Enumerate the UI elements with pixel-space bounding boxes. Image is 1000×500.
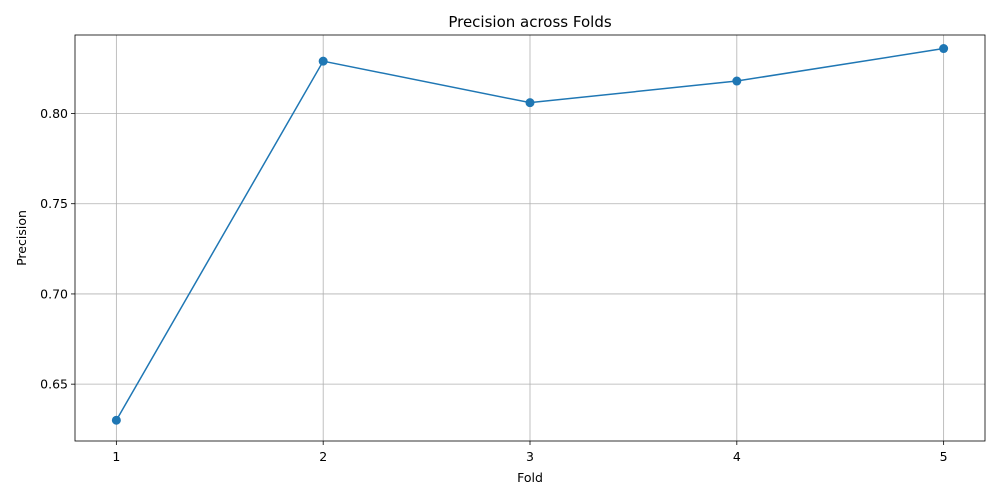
data-point bbox=[111, 415, 121, 425]
y-tick-label: 0.75 bbox=[40, 196, 68, 211]
y-tick-label: 0.80 bbox=[40, 106, 68, 121]
series-layer bbox=[111, 44, 949, 425]
x-tick-label: 2 bbox=[319, 449, 327, 464]
x-tick-label: 1 bbox=[112, 449, 120, 464]
axes: 1 2 3 4 5 0.65 0.70 0.75 0.80 bbox=[40, 34, 986, 464]
y-tick-label: 0.70 bbox=[40, 286, 68, 301]
y-axis-label: Precision bbox=[14, 210, 29, 266]
x-tick-label: 4 bbox=[733, 449, 741, 464]
x-tick-label: 3 bbox=[526, 449, 534, 464]
data-point bbox=[525, 98, 535, 108]
x-tick-label: 5 bbox=[940, 449, 948, 464]
plot-frame bbox=[74, 34, 986, 442]
data-point bbox=[732, 76, 742, 86]
y-tick-label: 0.65 bbox=[40, 377, 68, 392]
data-point bbox=[318, 56, 328, 66]
x-axis-label: Fold bbox=[517, 470, 543, 485]
data-point bbox=[939, 44, 949, 54]
grid bbox=[75, 35, 985, 441]
chart-title: Precision across Folds bbox=[448, 13, 612, 31]
